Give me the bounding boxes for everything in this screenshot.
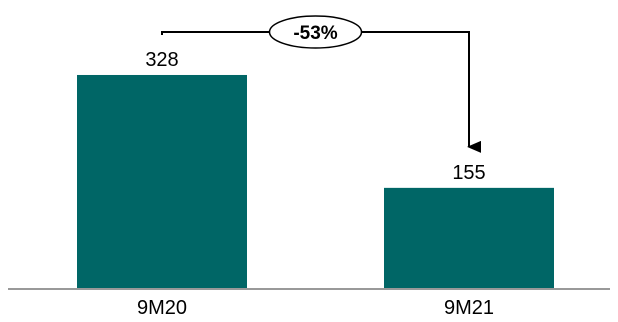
category-label-9m21: 9M21 xyxy=(444,297,494,319)
value-label-9m21: 155 xyxy=(452,162,485,184)
change-label: -53% xyxy=(293,23,337,44)
value-label-9m20: 328 xyxy=(145,49,178,71)
bar-9m20 xyxy=(77,74,247,289)
bars-layer xyxy=(77,74,554,289)
change-badge xyxy=(268,15,363,49)
labels-layer: 328 9M20 155 9M21 xyxy=(137,49,494,319)
change-annotation: -53% xyxy=(161,15,481,153)
category-label-9m20: 9M20 xyxy=(137,297,187,319)
bar-9m21 xyxy=(384,187,554,289)
